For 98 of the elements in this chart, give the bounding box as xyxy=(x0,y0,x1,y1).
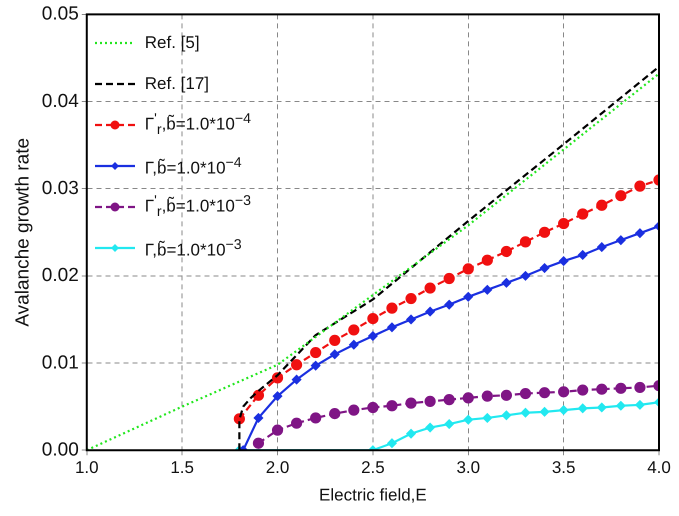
point xyxy=(310,346,322,358)
legend-label: Γ$^{'}$$_{r}$,b̃=1.0*10$^{−3}$ xyxy=(144,193,251,220)
point xyxy=(482,254,493,266)
x-tick-label: 1.5 xyxy=(170,458,194,478)
point xyxy=(405,292,417,304)
point xyxy=(348,404,360,416)
point xyxy=(387,322,397,332)
point xyxy=(615,190,626,202)
point xyxy=(634,180,646,192)
point xyxy=(464,292,473,302)
point xyxy=(406,429,416,438)
point xyxy=(311,361,320,370)
legend-label: Γ,b̃=1.0*10$^{−4}$ xyxy=(144,154,242,178)
point xyxy=(386,302,398,314)
point xyxy=(329,334,340,346)
point xyxy=(500,246,512,258)
point xyxy=(482,390,493,402)
point xyxy=(538,226,550,238)
point xyxy=(540,407,550,416)
point xyxy=(462,263,474,275)
point xyxy=(386,400,398,412)
legend-label: Ref. [17] xyxy=(144,74,210,94)
point xyxy=(577,384,588,396)
point xyxy=(520,236,532,248)
y-tick-label: 0.03 xyxy=(42,178,79,199)
point xyxy=(348,324,360,336)
legend-label: Ref. [5] xyxy=(144,33,200,52)
point xyxy=(616,401,626,410)
point xyxy=(426,422,435,432)
y-tick-label: 0.05 xyxy=(42,4,79,25)
point xyxy=(578,404,588,413)
point xyxy=(502,410,512,420)
point xyxy=(538,387,550,398)
point xyxy=(290,418,302,429)
point xyxy=(367,402,378,414)
point xyxy=(254,413,264,423)
point xyxy=(635,400,645,410)
line-series xyxy=(86,72,659,450)
legend-label: Γ$^{'}$$_{r}$,b̃=1.0*10$^{−4}$ xyxy=(144,111,251,138)
point xyxy=(272,392,282,401)
point xyxy=(577,208,588,220)
point xyxy=(559,406,568,415)
point xyxy=(444,272,455,284)
point xyxy=(597,402,606,412)
y-tick-label: 0.02 xyxy=(42,265,79,286)
point xyxy=(596,384,608,395)
point xyxy=(252,438,264,449)
point xyxy=(444,300,454,310)
point xyxy=(424,282,436,294)
point xyxy=(367,312,378,324)
y-axis-title: Avalanche growth rate xyxy=(12,138,34,327)
point xyxy=(424,396,436,407)
point xyxy=(559,256,568,266)
point xyxy=(329,408,340,420)
y-tick-label: 0.04 xyxy=(42,90,80,112)
point xyxy=(387,438,397,448)
point xyxy=(482,285,492,294)
legend-label: Γ,b̃=1.0*10$^{−3}$ xyxy=(144,236,242,260)
point xyxy=(520,408,530,418)
point xyxy=(634,382,646,394)
point xyxy=(482,413,492,423)
point xyxy=(426,307,435,316)
point xyxy=(444,419,454,429)
x-tick-label: 1.0 xyxy=(74,458,99,478)
point xyxy=(597,242,606,252)
point xyxy=(252,390,264,401)
point xyxy=(444,394,455,406)
point xyxy=(272,424,284,436)
point xyxy=(558,386,570,398)
x-tick-label: 2.5 xyxy=(361,458,385,478)
point xyxy=(616,236,626,245)
point xyxy=(406,314,416,324)
y-tick-label: 0.00 xyxy=(42,439,79,460)
point xyxy=(635,228,645,238)
x-tick-label: 3.5 xyxy=(552,458,576,478)
point xyxy=(368,331,378,341)
x-tick-label: 2.0 xyxy=(266,458,290,478)
point xyxy=(405,398,417,409)
point xyxy=(310,412,322,424)
x-tick-label: 3.0 xyxy=(456,458,480,478)
point xyxy=(596,200,608,211)
point xyxy=(462,392,474,404)
point xyxy=(578,250,588,260)
point xyxy=(290,359,302,370)
y-tick-label: 0.01 xyxy=(42,352,79,374)
x-tick-label: 4.0 xyxy=(647,458,671,478)
point xyxy=(292,375,302,384)
point xyxy=(464,415,473,424)
point xyxy=(615,382,626,394)
x-axis-title: Electric field,E xyxy=(319,485,427,504)
point xyxy=(520,388,532,400)
point xyxy=(349,340,358,350)
point xyxy=(500,390,512,401)
point xyxy=(502,278,512,288)
point xyxy=(558,218,570,230)
point xyxy=(520,271,530,280)
point xyxy=(330,350,340,359)
point xyxy=(540,263,550,273)
